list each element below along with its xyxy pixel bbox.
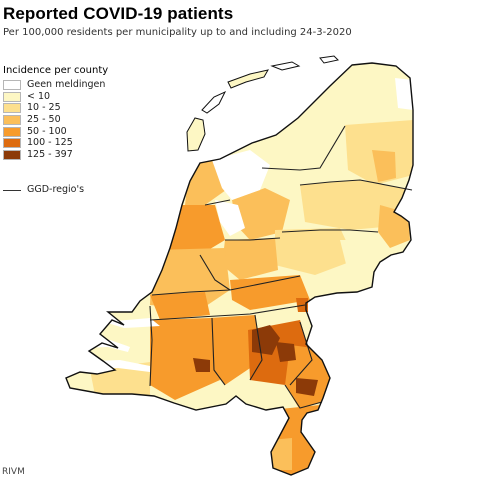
legend-label: < 10: [27, 90, 51, 102]
water-ijsselmeer: [212, 150, 270, 200]
region-noord-limburg[interactable]: [285, 345, 330, 410]
island-terschelling: [227, 69, 269, 89]
island-texel: [186, 117, 206, 152]
island-vlieland: [201, 90, 227, 114]
legend-swatch: [3, 126, 21, 137]
hotspot-boxmeer[interactable]: [276, 342, 296, 362]
region-utrecht[interactable]: [222, 238, 278, 280]
legend-label: 100 - 125: [27, 137, 73, 149]
water-haringvliet: [104, 318, 160, 328]
legend-swatch: [3, 103, 21, 114]
region-groningen-east[interactable]: [395, 78, 413, 110]
region-rotterdam[interactable]: [150, 292, 210, 320]
region-achterhoek[interactable]: [340, 240, 378, 280]
legend-swatch: [3, 91, 21, 102]
region-flevoland[interactable]: [232, 188, 290, 240]
legend-swatch: [3, 150, 21, 161]
hotspot-venray[interactable]: [296, 378, 318, 396]
legend-label: 125 - 397: [27, 149, 73, 161]
legend-item-ggd-regions[interactable]: GGD-regio's: [3, 184, 123, 197]
map-subtitle: Per 100,000 residents per municipality u…: [3, 27, 352, 38]
region-maastricht[interactable]: [270, 438, 292, 470]
water-oosterschelde: [80, 340, 130, 352]
legend-title: Incidence per county: [3, 65, 109, 76]
region-noord-holland-south[interactable]: [170, 205, 225, 255]
source-label: RIVM: [2, 467, 25, 477]
legend-swatch: [3, 80, 21, 90]
ggd-region-borders: [149, 125, 413, 409]
municipality-choropleth: [66, 72, 413, 475]
water-markermeer: [215, 200, 245, 236]
legend-label: 10 - 25: [27, 102, 61, 114]
region-drenthe-south[interactable]: [372, 150, 396, 182]
map-title: Reported COVID-19 patients: [3, 4, 234, 23]
legend-label: 50 - 100: [27, 125, 67, 137]
island-schiermonnikoog: [319, 55, 340, 64]
hotspot-uden[interactable]: [252, 325, 280, 355]
legend-label: Geen meldingen: [27, 79, 106, 90]
island-ameland: [270, 61, 301, 71]
region-west-brabant[interactable]: [150, 318, 220, 400]
ggd-label: GGD-regio's: [27, 184, 85, 195]
hotspot-tilburg[interactable]: [193, 358, 210, 372]
legend-swatch: [3, 138, 21, 149]
legend-label: 25 - 50: [27, 114, 61, 126]
region-groningen[interactable]: [330, 72, 413, 130]
ggd-line-icon: [3, 190, 21, 191]
legend-swatch: [3, 115, 21, 126]
region-gelderland-north[interactable]: [275, 228, 355, 275]
region-betuwe[interactable]: [230, 275, 310, 310]
